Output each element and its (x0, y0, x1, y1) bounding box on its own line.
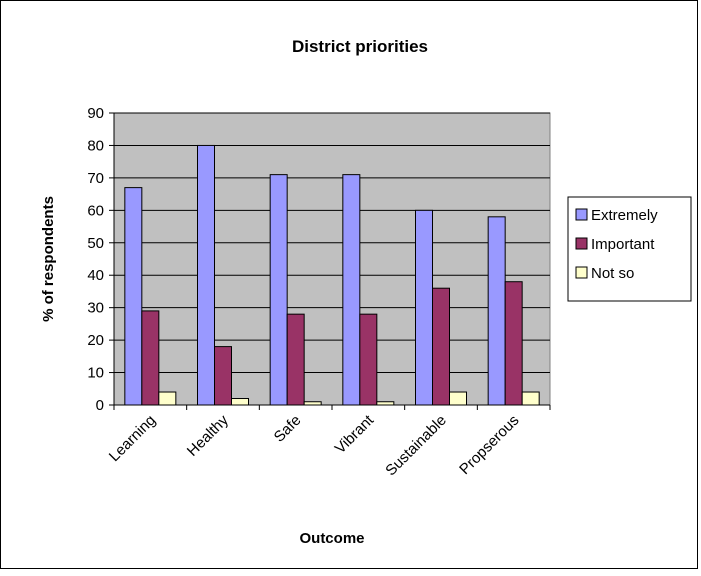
bar-not-so-sustainable (449, 391, 467, 406)
legend-swatch (575, 208, 588, 221)
chart-title: District priorities (292, 37, 428, 56)
bar-not-so-propserous (521, 391, 540, 406)
bar-extremely-vibrant (342, 174, 361, 406)
y-tick-label: 60 (87, 202, 104, 219)
y-tick-label: 80 (87, 137, 104, 154)
y-axis: 0 10 20 30 40 50 60 70 80 90 (87, 105, 115, 414)
grid-lines (114, 112, 550, 374)
bar-important-propserous (504, 281, 523, 406)
y-tick-label: 10 (87, 365, 104, 382)
y-tick-label: 90 (87, 105, 104, 122)
y-tick-label: 70 (87, 170, 104, 187)
x-axis-label: Outcome (299, 530, 364, 547)
y-tick-label: 40 (87, 267, 104, 284)
bar-important-sustainable (432, 287, 450, 406)
bar-extremely-safe (269, 174, 288, 406)
legend-box (567, 196, 692, 302)
bar-extremely-learning (124, 187, 143, 406)
y-tick-label: 0 (96, 397, 104, 414)
plot-area (113, 112, 551, 406)
y-tick-label: 30 (87, 300, 104, 317)
bar-extremely-propserous (487, 216, 506, 406)
bar-important-learning (141, 310, 160, 406)
bar-important-vibrant (359, 313, 378, 406)
y-tick-label: 20 (87, 332, 104, 349)
legend: Extremely Important Not so (567, 196, 692, 302)
legend-label: Extremely (591, 207, 658, 224)
bar-important-healthy (214, 346, 232, 406)
legend-label: Not so (591, 265, 634, 282)
legend-label: Important (591, 236, 655, 253)
legend-swatch (575, 266, 588, 279)
bar-not-so-healthy (231, 398, 249, 406)
bar-extremely-sustainable (415, 209, 433, 406)
legend-swatch (575, 237, 588, 250)
bar-extremely-healthy (197, 144, 215, 406)
bar-important-safe (286, 313, 305, 406)
y-axis-label: % of respondents (40, 196, 57, 322)
bar-not-so-learning (158, 391, 177, 406)
y-tick-label: 50 (87, 235, 104, 252)
